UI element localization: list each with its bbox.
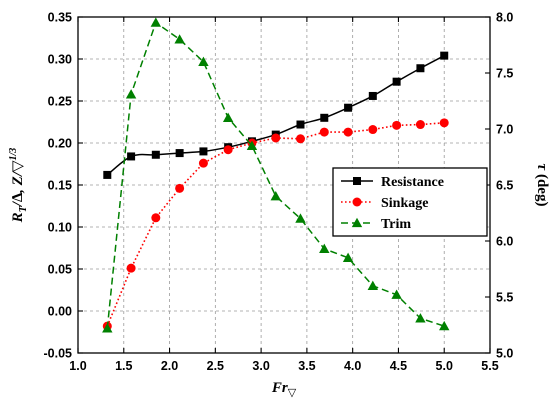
series-resistance [103, 51, 449, 179]
legend-item-sinkage: Sinkage [341, 196, 428, 211]
x-tick-label: 4.5 [390, 359, 407, 373]
axis-ticks: 1.0 1.5 2.0 2.5 3.0 3.5 4.0 4.5 5.0 5.5-0.050.000… [44, 11, 514, 374]
data-point-sinkage [223, 145, 233, 155]
y-axis-left-title-mid: /∆, Z/▽ [10, 160, 26, 207]
data-point-trim [319, 243, 330, 253]
x-tick-label: 3.0 [252, 359, 269, 373]
y-right-tick-label: 5.0 [496, 347, 513, 361]
y-axis-right-title-symbol: τ [534, 164, 550, 172]
y-left-tick-label: 0.05 [48, 263, 72, 277]
y-axis-right-title-unit: (deg) [534, 170, 550, 206]
data-point-resistance [440, 51, 449, 60]
data-point-trim [342, 252, 354, 262]
x-tick-label: 2.5 [207, 359, 224, 373]
legend-label: Resistance [381, 175, 444, 190]
data-point-resistance [368, 91, 377, 100]
x-tick-label: 5.0 [436, 359, 453, 373]
data-point-sinkage [392, 120, 402, 130]
data-point-resistance [392, 77, 401, 86]
data-point-trim [415, 313, 426, 323]
legend-item-trim: Trim [341, 217, 411, 232]
legend-item-resistance: Resistance [341, 175, 444, 190]
data-point-sinkage [175, 183, 185, 193]
data-point-trim [295, 213, 306, 223]
data-point-sinkage [415, 120, 425, 130]
data-point-sinkage [271, 133, 281, 143]
y-right-tick-label: 7.5 [496, 67, 513, 81]
data-point-trim [198, 56, 209, 66]
legend-marker [353, 177, 361, 185]
y-right-tick-label: 6.0 [496, 235, 513, 249]
data-point-resistance [175, 149, 184, 158]
x-tick-label: 2.0 [161, 359, 178, 373]
y-right-tick-label: 7.0 [496, 123, 513, 137]
data-point-resistance [127, 152, 136, 161]
legend-label: Trim [381, 217, 411, 232]
data-point-resistance [296, 120, 305, 129]
data-point-trim [439, 320, 450, 331]
series-trim [102, 17, 450, 333]
y-right-tick-label: 5.5 [496, 291, 513, 305]
data-point-resistance [103, 170, 112, 179]
data-point-trim [367, 280, 379, 290]
y-axis-left-title-sub: T [18, 205, 29, 212]
data-point-sinkage [343, 127, 353, 137]
y-right-tick-label: 6.5 [496, 179, 513, 193]
data-point-resistance [199, 147, 208, 156]
x-tick-label: 1.5 [115, 359, 132, 373]
data-point-trim [102, 323, 113, 333]
y-left-tick-label: 0.00 [48, 305, 72, 319]
y-left-tick-label: 0.15 [48, 179, 72, 193]
data-point-sinkage [198, 158, 208, 168]
x-tick-label: 3.5 [298, 359, 315, 373]
data-point-trim [391, 289, 402, 299]
y-left-tick-label: 0.30 [48, 53, 72, 67]
y-left-tick-label: 0.35 [48, 11, 72, 25]
x-axis-title-sub: ▽ [288, 387, 297, 399]
data-point-sinkage [439, 118, 449, 128]
x-tick-label: 5.5 [481, 359, 498, 373]
data-point-trim [270, 191, 281, 201]
y-axis-right-title: τ (deg) [534, 164, 550, 207]
y-axis-left-title-sup: 1/3 [8, 148, 19, 161]
y-left-tick-label: 0.25 [48, 95, 72, 109]
y-left-tick-label: 0.20 [48, 137, 72, 151]
x-tick-label: 1.0 [69, 359, 86, 373]
x-axis-title: Fr▽ [271, 380, 297, 399]
series-layer [102, 17, 450, 333]
x-tick-label: 4.0 [344, 359, 361, 373]
legend-items: Resistance Sinkage Trim [341, 175, 444, 232]
series-line-trim [106, 21, 445, 329]
data-point-resistance [151, 150, 160, 159]
data-point-resistance [320, 113, 329, 122]
data-point-sinkage [295, 134, 305, 144]
y-axis-left-title-pre: R [10, 212, 26, 223]
x-axis-title-main: Fr [271, 380, 288, 396]
legend: Resistance Sinkage Trim [332, 167, 488, 237]
data-point-trim [174, 34, 185, 44]
y-axis-left-title: RT/∆, Z/▽1/3 [8, 148, 29, 224]
y-right-tick-label: 8.0 [496, 11, 513, 25]
data-point-trim [150, 17, 162, 27]
y-left-tick-label: 0.10 [48, 221, 72, 235]
legend-marker [351, 217, 363, 228]
data-point-sinkage [126, 263, 136, 273]
data-point-trim [125, 89, 137, 99]
data-point-trim [222, 112, 234, 122]
data-point-resistance [416, 64, 425, 73]
data-point-resistance [344, 103, 353, 112]
data-point-trim [246, 140, 258, 150]
legend-marker [352, 197, 362, 207]
data-point-sinkage [319, 127, 329, 137]
data-point-sinkage [368, 125, 378, 135]
y-left-tick-label: -0.05 [44, 347, 73, 361]
legend-label: Sinkage [381, 196, 428, 211]
data-point-sinkage [151, 213, 161, 223]
